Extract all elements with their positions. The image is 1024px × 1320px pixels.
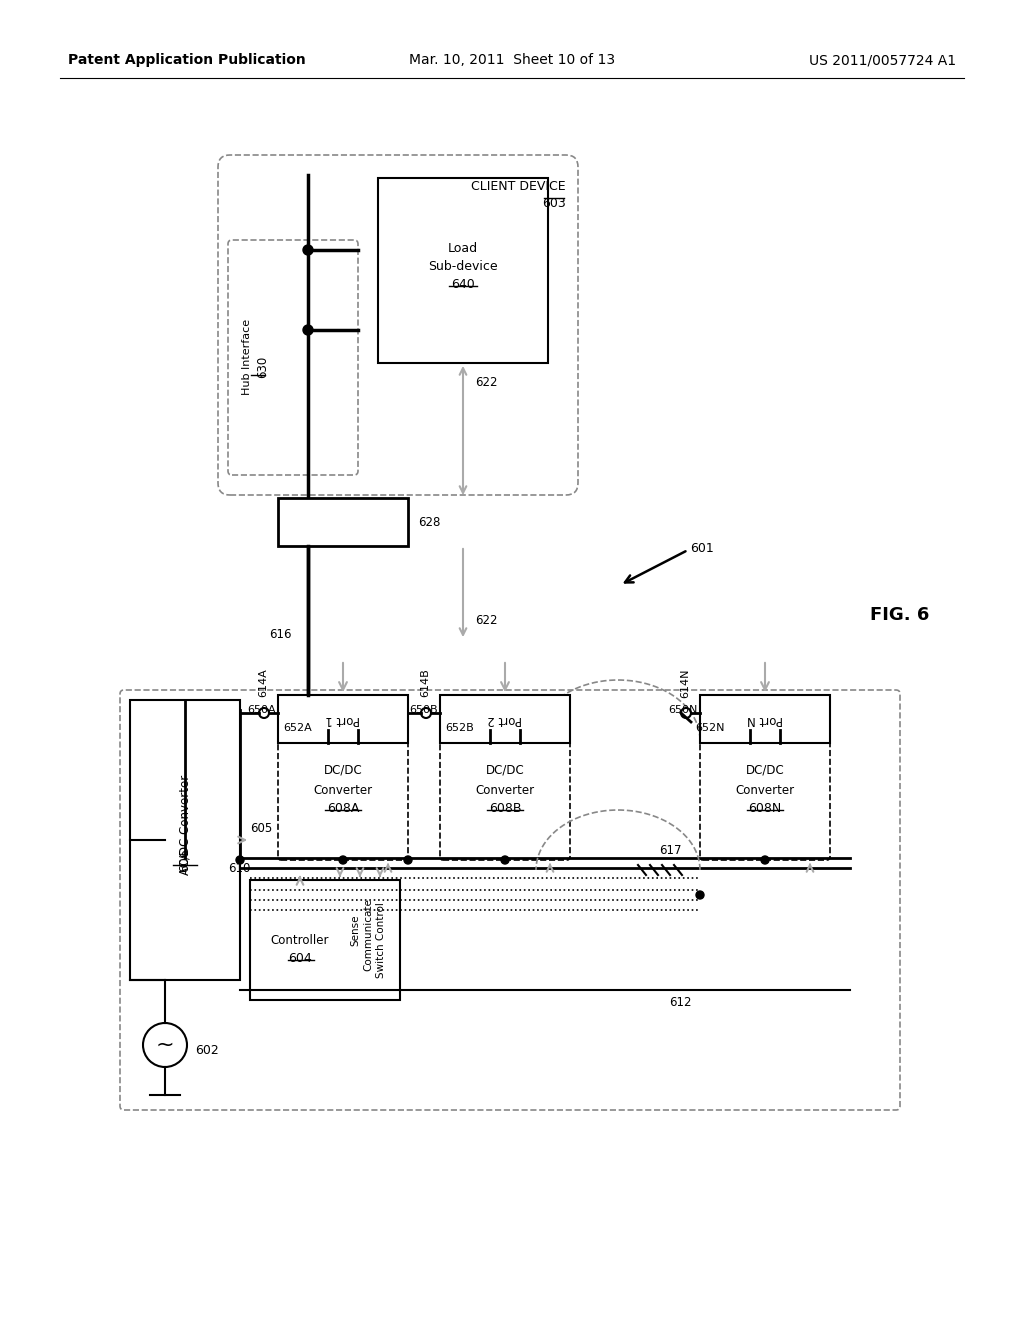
Text: Controller: Controller (270, 933, 330, 946)
Bar (130, 700, 240, 979)
FancyBboxPatch shape (218, 154, 578, 495)
FancyBboxPatch shape (440, 730, 570, 861)
Text: DC/DC: DC/DC (485, 763, 524, 776)
FancyBboxPatch shape (700, 730, 830, 861)
Text: ~: ~ (156, 1035, 174, 1055)
Text: Converter: Converter (475, 784, 535, 796)
Text: 605: 605 (250, 821, 272, 834)
Circle shape (696, 891, 705, 899)
Text: Communicate: Communicate (362, 899, 373, 972)
Text: 612: 612 (669, 995, 691, 1008)
Text: 616: 616 (269, 628, 292, 642)
Text: 614A: 614A (258, 669, 268, 697)
Text: 650N: 650N (669, 705, 698, 715)
Text: 614B: 614B (420, 669, 430, 697)
Text: DC/DC: DC/DC (324, 763, 362, 776)
Text: Port N: Port N (746, 713, 783, 726)
Circle shape (404, 855, 412, 865)
Text: 608A: 608A (327, 801, 359, 814)
Text: Mar. 10, 2011  Sheet 10 of 13: Mar. 10, 2011 Sheet 10 of 13 (409, 53, 615, 67)
Text: 630: 630 (256, 356, 269, 378)
Text: 606: 606 (178, 849, 191, 873)
Bar (700, 696, 830, 743)
Text: 650A: 650A (248, 705, 276, 715)
Text: 604: 604 (288, 952, 312, 965)
Text: 603: 603 (543, 197, 566, 210)
Text: 652A: 652A (284, 723, 312, 733)
Text: 628: 628 (418, 516, 440, 529)
Text: Hub Interface: Hub Interface (242, 319, 252, 395)
Text: Sense: Sense (350, 915, 360, 945)
Text: Converter: Converter (313, 784, 373, 796)
Text: AC/DC Converter: AC/DC Converter (178, 775, 191, 875)
Text: 640: 640 (452, 277, 475, 290)
FancyBboxPatch shape (228, 240, 358, 475)
Text: 608B: 608B (488, 801, 521, 814)
Text: US 2011/0057724 A1: US 2011/0057724 A1 (809, 53, 956, 67)
Text: 652N: 652N (695, 723, 725, 733)
Bar (278, 498, 408, 546)
Text: 608N: 608N (749, 801, 781, 814)
Text: Load: Load (447, 242, 478, 255)
Text: 652B: 652B (445, 723, 474, 733)
Circle shape (761, 855, 769, 865)
Text: 601: 601 (690, 541, 714, 554)
Text: 617: 617 (658, 843, 681, 857)
Text: 602: 602 (195, 1044, 219, 1056)
Text: Converter: Converter (735, 784, 795, 796)
Text: 622: 622 (475, 614, 498, 627)
Text: FIG. 6: FIG. 6 (870, 606, 930, 624)
Circle shape (236, 855, 244, 865)
FancyBboxPatch shape (120, 690, 900, 1110)
Text: Port 1: Port 1 (326, 713, 360, 726)
Bar (250, 880, 400, 1001)
Text: 610: 610 (228, 862, 251, 874)
Text: Switch Control: Switch Control (376, 902, 386, 978)
Bar (440, 696, 570, 743)
Circle shape (303, 246, 313, 255)
Bar (278, 696, 408, 743)
FancyBboxPatch shape (278, 730, 408, 861)
Text: Sub-device: Sub-device (428, 260, 498, 272)
Bar (378, 178, 548, 363)
Text: DC/DC: DC/DC (745, 763, 784, 776)
Text: 622: 622 (475, 376, 498, 389)
Text: 650B: 650B (410, 705, 438, 715)
Circle shape (303, 325, 313, 335)
Text: CLIENT DEVICE: CLIENT DEVICE (471, 180, 566, 193)
Circle shape (501, 855, 509, 865)
Text: Patent Application Publication: Patent Application Publication (68, 53, 306, 67)
Circle shape (339, 855, 347, 865)
Text: 614N: 614N (680, 668, 690, 698)
Text: Port 2: Port 2 (487, 713, 522, 726)
